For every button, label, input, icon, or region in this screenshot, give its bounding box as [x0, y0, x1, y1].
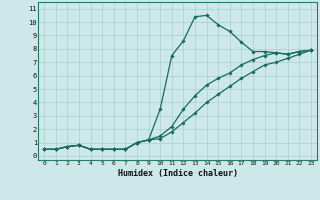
X-axis label: Humidex (Indice chaleur): Humidex (Indice chaleur) [118, 169, 238, 178]
